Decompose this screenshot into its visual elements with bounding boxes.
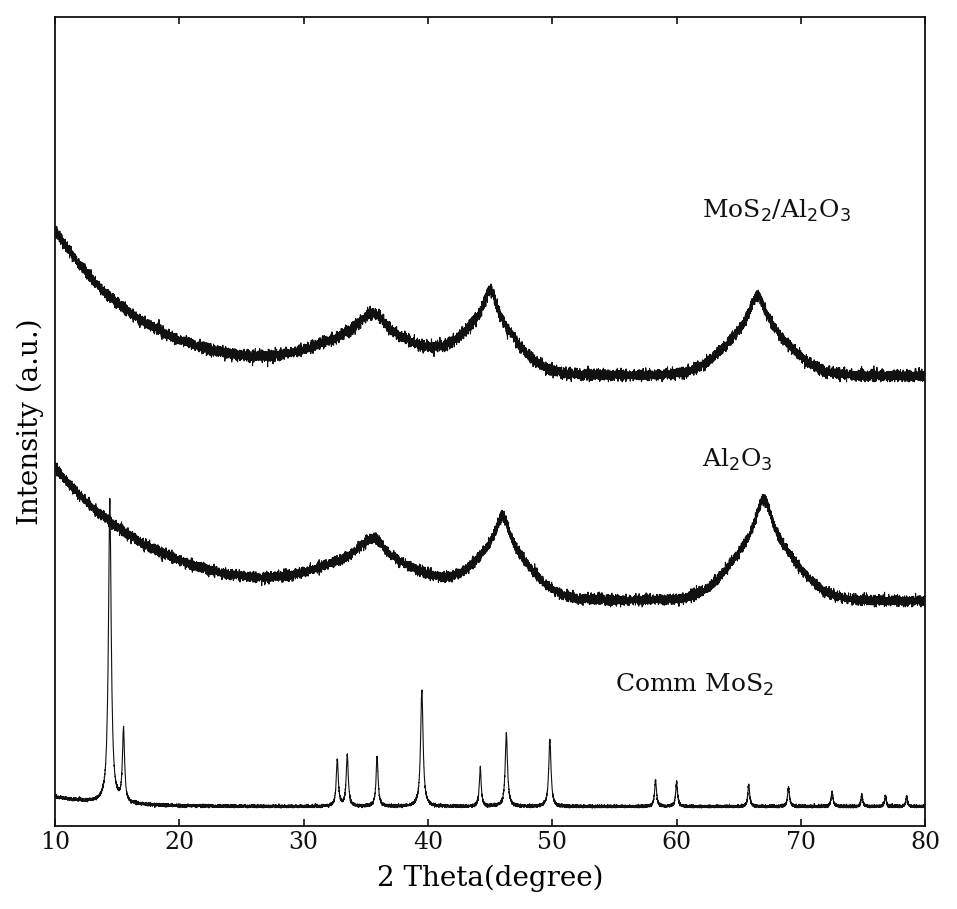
- X-axis label: 2 Theta(degree): 2 Theta(degree): [377, 865, 604, 893]
- Y-axis label: Intensity (a.u.): Intensity (a.u.): [16, 318, 44, 524]
- Text: Al$_2$O$_3$: Al$_2$O$_3$: [701, 447, 772, 474]
- Text: Comm MoS$_2$: Comm MoS$_2$: [614, 672, 773, 698]
- Text: MoS$_2$/Al$_2$O$_3$: MoS$_2$/Al$_2$O$_3$: [701, 197, 851, 224]
